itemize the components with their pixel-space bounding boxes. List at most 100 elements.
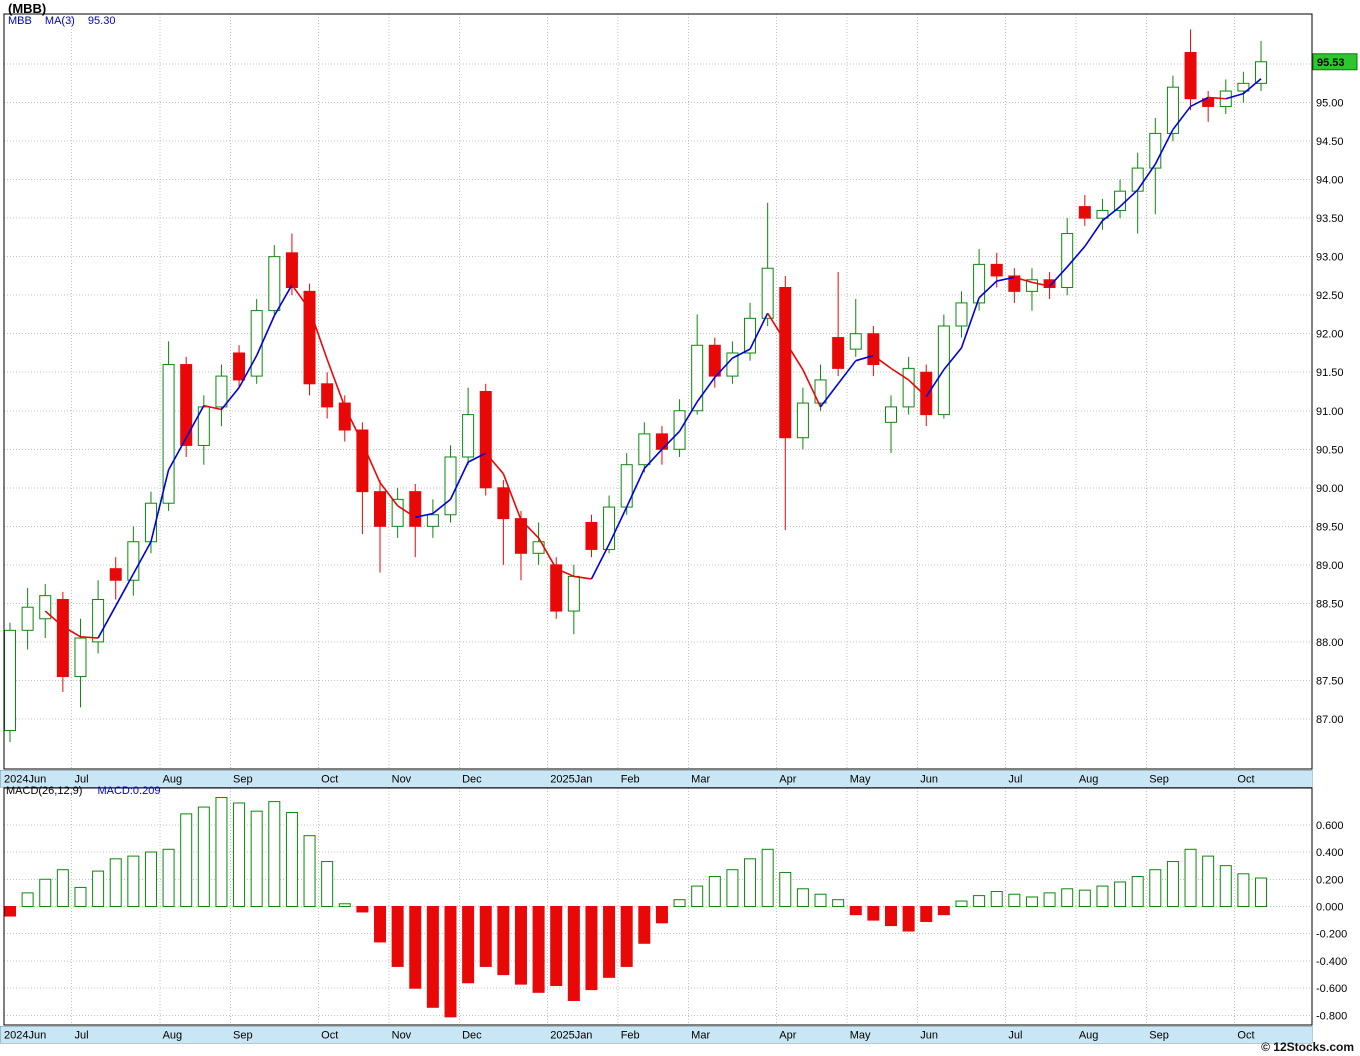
ma-segment bbox=[732, 348, 751, 359]
ma-segment bbox=[890, 367, 910, 381]
macd-bar bbox=[779, 871, 792, 908]
candle-body bbox=[109, 568, 122, 581]
ma-segment bbox=[273, 284, 293, 317]
value-axis-layer: 95.5095.0094.5094.0093.5093.0092.5092.00… bbox=[1316, 59, 1347, 1022]
macd-bar bbox=[532, 906, 545, 993]
macd-tick-label: -0.200 bbox=[1316, 929, 1347, 941]
macd-bar bbox=[1255, 877, 1268, 908]
month-tick-label: Aug bbox=[1079, 1030, 1099, 1042]
macd-tick-label: 0.200 bbox=[1316, 874, 1344, 886]
ma-segment bbox=[1014, 276, 1033, 284]
candle-body bbox=[1078, 206, 1091, 219]
candle-body bbox=[21, 606, 34, 631]
price-tick-label: 92.00 bbox=[1316, 329, 1344, 341]
ma-segment bbox=[502, 473, 522, 521]
ma-segment bbox=[485, 452, 504, 475]
macd-tick-label: -0.400 bbox=[1316, 956, 1347, 968]
ma-segment bbox=[1225, 92, 1244, 100]
macd-bar bbox=[1061, 888, 1074, 907]
macd-bar bbox=[321, 861, 334, 907]
candle-body bbox=[127, 541, 140, 581]
site-watermark: © 12Stocks.com bbox=[1261, 1040, 1354, 1054]
macd-bar bbox=[620, 906, 633, 967]
candle-body bbox=[56, 599, 69, 678]
candle-body bbox=[1061, 233, 1074, 288]
macd-bar bbox=[215, 797, 228, 907]
macd-bar bbox=[1078, 889, 1091, 907]
month-tick-label: Oct bbox=[1237, 774, 1254, 786]
ma-segment bbox=[44, 610, 64, 628]
ma-segment bbox=[344, 406, 364, 444]
macd-bar bbox=[1237, 873, 1250, 908]
month-tick-label: 2024Jun bbox=[4, 774, 46, 786]
candle-body bbox=[585, 521, 598, 550]
ma-segment bbox=[80, 635, 99, 639]
macd-bar bbox=[391, 906, 404, 967]
candle-body bbox=[92, 599, 105, 643]
macd-bar bbox=[902, 906, 915, 932]
macd-bar bbox=[127, 855, 140, 908]
month-tick-label: Oct bbox=[321, 774, 338, 786]
ma-segment bbox=[802, 369, 822, 408]
ma-segment bbox=[255, 315, 276, 356]
macd-bar bbox=[285, 812, 298, 907]
candle-body bbox=[902, 367, 915, 408]
ma-segment bbox=[766, 312, 786, 342]
candle-body bbox=[779, 286, 792, 439]
candle-body bbox=[655, 433, 668, 450]
ma-segment bbox=[855, 354, 874, 362]
month-tick-label: Mar bbox=[691, 774, 710, 786]
month-axis-layer: 2024Jun Jul Aug Sep Oct Nov Dec 2025Jan Feb Mar Ap… bbox=[0, 769, 1313, 1044]
macd-bar bbox=[1149, 869, 1162, 907]
ma-segment bbox=[220, 387, 240, 410]
candle-body bbox=[180, 364, 193, 446]
candle-body bbox=[620, 464, 633, 508]
candle-body bbox=[285, 252, 298, 288]
candle-body bbox=[638, 433, 651, 466]
price-tick-label: 93.00 bbox=[1316, 252, 1344, 264]
candle-body bbox=[550, 564, 563, 612]
ma-segment bbox=[1066, 245, 1086, 268]
price-tick-label: 91.50 bbox=[1316, 367, 1344, 379]
candle-body bbox=[1237, 82, 1250, 92]
month-tick-label: Sep bbox=[233, 774, 253, 786]
macd-bar bbox=[1025, 896, 1038, 907]
macd-bar bbox=[4, 906, 16, 917]
ma-segment bbox=[925, 369, 945, 398]
candle-body bbox=[250, 310, 263, 377]
candle-body bbox=[1202, 98, 1215, 107]
ma-segment bbox=[1154, 129, 1174, 165]
candle-body bbox=[391, 498, 404, 527]
plot-frames-layer bbox=[3, 13, 1313, 1026]
ma-segment bbox=[714, 357, 734, 378]
macd-tick-label: -0.600 bbox=[1316, 983, 1347, 995]
candle-body bbox=[1255, 61, 1268, 84]
macd-bar bbox=[144, 851, 157, 907]
candle-body bbox=[867, 333, 880, 366]
ma-segment bbox=[185, 405, 205, 439]
macd-bars-layer bbox=[4, 797, 1268, 1018]
price-tick-label: 93.50 bbox=[1316, 213, 1344, 225]
macd-bar bbox=[338, 903, 351, 908]
macd-bar bbox=[21, 892, 34, 908]
candle-body bbox=[1025, 279, 1038, 292]
macd-legend: MACD(26,12,9) MACD:0.209 bbox=[6, 785, 160, 797]
macd-bar bbox=[814, 893, 827, 908]
candle-body bbox=[479, 391, 492, 489]
ma-segment bbox=[520, 519, 540, 539]
candle-body bbox=[973, 263, 986, 304]
ma-segment bbox=[97, 605, 117, 639]
ma-line-layer bbox=[44, 78, 1262, 639]
macd-bar bbox=[990, 891, 1003, 907]
price-tick-label: 92.50 bbox=[1316, 290, 1344, 302]
candle-body bbox=[1184, 52, 1197, 100]
month-tick-label: Sep bbox=[1149, 774, 1169, 786]
ma-segment bbox=[203, 404, 222, 411]
macd-bar bbox=[973, 895, 986, 908]
ma-segment bbox=[1190, 96, 1209, 108]
candle-body bbox=[74, 637, 87, 678]
price-tick-label: 88.50 bbox=[1316, 598, 1344, 610]
candle-body bbox=[885, 406, 897, 423]
month-tick-label: Dec bbox=[462, 774, 482, 786]
